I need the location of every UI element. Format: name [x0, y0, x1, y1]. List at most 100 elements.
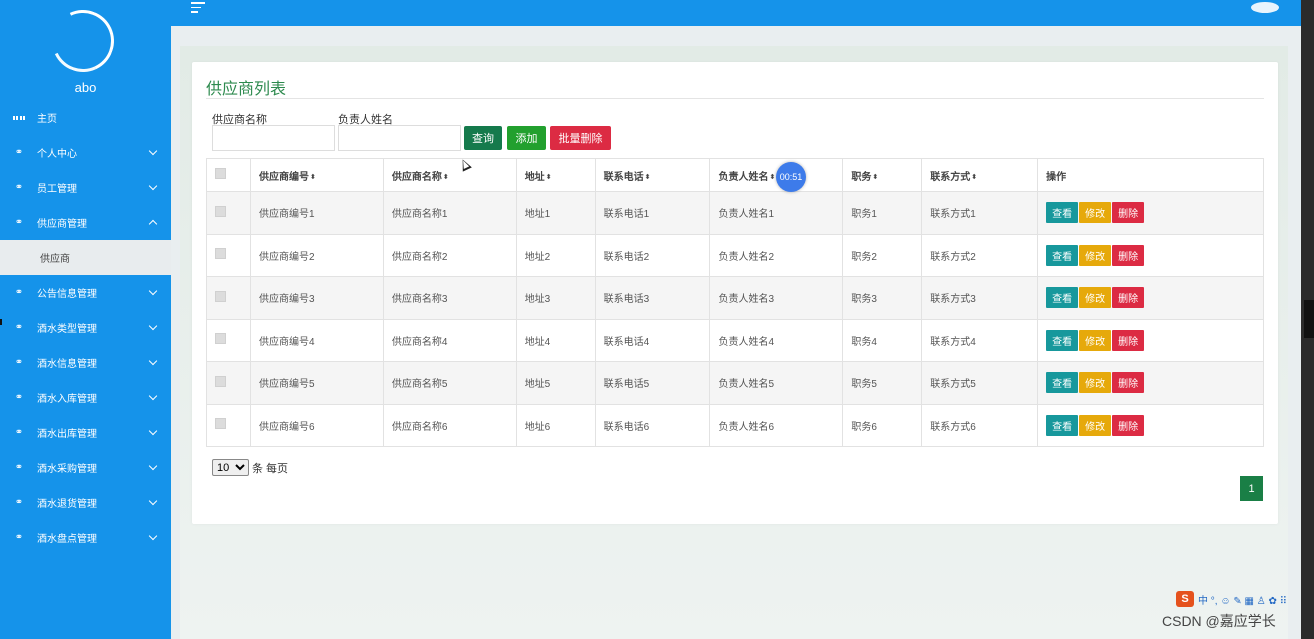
sort-icon: ⬍: [872, 173, 879, 181]
chevron-down-icon: [148, 531, 158, 541]
sidebar-item-drink-inventory[interactable]: ⚭ 酒水盘点管理: [0, 520, 171, 555]
table-cell: 负责人姓名1: [709, 191, 844, 235]
table-cell: 联系方式4: [921, 318, 1039, 362]
view-button[interactable]: 查看: [1046, 414, 1079, 436]
table-cell: 负责人姓名3: [709, 276, 844, 320]
sidebar-item-supplier[interactable]: ⚭ 供应商管理: [0, 205, 171, 240]
sidebar-item-label: 酒水出库管理: [37, 429, 97, 440]
table-cell: 联系电话2: [594, 233, 711, 277]
view-button[interactable]: 查看: [1046, 329, 1079, 351]
edit-button[interactable]: 修改: [1079, 329, 1112, 351]
sogou-ime-icon[interactable]: S: [1176, 591, 1194, 607]
table-cell: 供应商名称6: [382, 403, 517, 447]
sort-icon: ⬍: [769, 173, 776, 181]
ime-tools[interactable]: 中 °, ☺ ✎ ▦ ♙ ✿ ⠿: [1198, 595, 1287, 607]
sidebar-item-drink-type[interactable]: ⚭ 酒水类型管理: [0, 310, 171, 345]
edit-button[interactable]: 修改: [1079, 287, 1112, 309]
row-checkbox[interactable]: [215, 375, 226, 387]
delete-button[interactable]: 删除: [1112, 372, 1145, 394]
table-cell: 供应商编号1: [249, 191, 384, 235]
row-select-cell: [206, 403, 251, 447]
edit-button[interactable]: 修改: [1079, 372, 1112, 394]
top-avatar-icon[interactable]: [1251, 2, 1279, 13]
sidebar-item-drink-return[interactable]: ⚭ 酒水退货管理: [0, 485, 171, 520]
row-checkbox[interactable]: [215, 333, 226, 345]
submenu-item-supplier[interactable]: 供应商: [0, 240, 171, 275]
username: abo: [74, 80, 97, 95]
view-button[interactable]: 查看: [1046, 372, 1079, 394]
delete-button[interactable]: 删除: [1112, 202, 1145, 224]
row-select-cell: [206, 191, 251, 235]
sidebar-item-label: 主页: [37, 114, 57, 125]
delete-button[interactable]: 删除: [1112, 329, 1145, 351]
table-cell: 职务6: [842, 403, 923, 447]
column-header[interactable]: 负责人姓名⬍: [709, 158, 844, 192]
table-cell: 联系方式6: [921, 403, 1039, 447]
table-cell: 地址6: [515, 403, 596, 447]
query-button[interactable]: 查询: [464, 126, 502, 150]
sidebar-item-home[interactable]: 主页: [0, 100, 171, 135]
chevron-down-icon: [148, 181, 158, 191]
table-cell: 职务2: [842, 233, 923, 277]
sidebar-item-personal-center[interactable]: ⚭ 个人中心: [0, 135, 171, 170]
chevron-down-icon: [148, 286, 158, 296]
column-header[interactable]: 联系方式⬍: [921, 158, 1039, 192]
link-icon: ⚭: [14, 392, 24, 403]
page-button-current[interactable]: 1: [1240, 476, 1263, 501]
row-select-cell: [206, 276, 251, 320]
chevron-down-icon: [148, 496, 158, 506]
watermark: CSDN @嘉应学长: [1162, 613, 1276, 629]
top-bar: [171, 0, 1301, 26]
view-button[interactable]: 查看: [1046, 287, 1079, 309]
sidebar-item-drink-purchase[interactable]: ⚭ 酒水采购管理: [0, 450, 171, 485]
avatar[interactable]: [43, 1, 123, 81]
row-checkbox[interactable]: [215, 418, 226, 430]
delete-button[interactable]: 删除: [1112, 287, 1145, 309]
sidebar-item-drink-stock-in[interactable]: ⚭ 酒水入库管理: [0, 380, 171, 415]
edit-button[interactable]: 修改: [1079, 414, 1112, 436]
contact-name-input[interactable]: [338, 125, 461, 151]
table-cell: 职务3: [842, 276, 923, 320]
view-button[interactable]: 查看: [1046, 202, 1079, 224]
table-cell: 联系电话6: [594, 403, 711, 447]
supplier-name-input[interactable]: [212, 125, 335, 151]
column-header[interactable]: 职务⬍: [842, 158, 923, 192]
sidebar-item-label: 酒水退货管理: [37, 499, 97, 510]
chevron-down-icon: [148, 391, 158, 401]
sidebar-item-employee[interactable]: ⚭ 员工管理: [0, 170, 171, 205]
add-button[interactable]: 添加: [507, 126, 546, 150]
column-header[interactable]: 地址⬍: [515, 158, 596, 192]
row-checkbox[interactable]: [215, 205, 226, 217]
sidebar-item-announcement[interactable]: ⚭ 公告信息管理: [0, 275, 171, 310]
sidebar-item-label: 员工管理: [37, 184, 77, 195]
column-header[interactable]: 联系电话⬍: [594, 158, 711, 192]
edit-button[interactable]: 修改: [1079, 244, 1112, 266]
scrollbar[interactable]: [1301, 0, 1314, 639]
table-row: 供应商编号2 供应商名称2 地址2 联系电话2 负责人姓名2 职务2 联系方式2 查看 修改 删除: [206, 233, 1264, 277]
sort-icon: ⬍: [309, 173, 316, 181]
hamburger-menu-icon[interactable]: [191, 2, 205, 16]
table-cell: 职务1: [842, 191, 923, 235]
sidebar-item-drink-info[interactable]: ⚭ 酒水信息管理: [0, 345, 171, 380]
edit-button[interactable]: 修改: [1079, 202, 1112, 224]
sidebar-item-label: 公告信息管理: [37, 289, 97, 300]
batch-delete-button[interactable]: 批量删除: [550, 126, 611, 150]
chevron-down-icon: [148, 461, 158, 471]
table-cell: 联系方式2: [921, 233, 1039, 277]
scrollbar-thumb[interactable]: [1304, 300, 1314, 338]
column-header-actions: 操作: [1037, 158, 1264, 192]
link-icon: ⚭: [14, 532, 24, 543]
row-checkbox[interactable]: [215, 290, 226, 302]
select-all-checkbox[interactable]: [215, 168, 226, 179]
table-cell: 供应商名称4: [382, 318, 517, 362]
table-cell: 地址2: [515, 233, 596, 277]
delete-button[interactable]: 删除: [1112, 244, 1145, 266]
view-button[interactable]: 查看: [1046, 244, 1079, 266]
supplier-list-card: 供应商列表 供应商名称 负责人姓名 查询 添加 批量删除 供应商编号⬍ 供应商名…: [192, 62, 1278, 524]
sidebar-item-drink-stock-out[interactable]: ⚭ 酒水出库管理: [0, 415, 171, 450]
row-checkbox[interactable]: [215, 248, 226, 260]
column-header[interactable]: 供应商名称⬍: [382, 158, 517, 192]
page-size-select[interactable]: 10: [212, 459, 249, 476]
delete-button[interactable]: 删除: [1112, 414, 1145, 436]
column-header[interactable]: 供应商编号⬍: [249, 158, 384, 192]
